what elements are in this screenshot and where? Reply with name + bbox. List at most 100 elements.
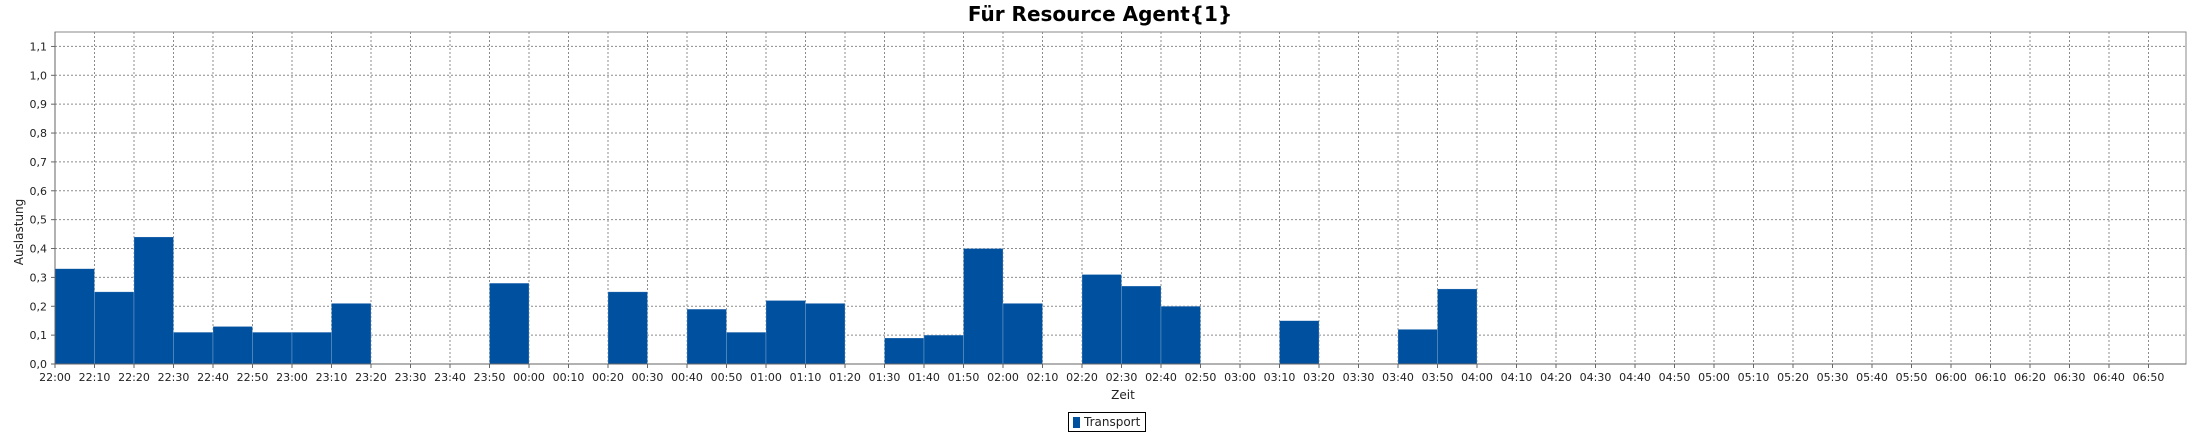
x-tick-label: 02:50	[1185, 371, 1217, 384]
x-tick-label: 04:40	[1619, 371, 1651, 384]
bar	[1437, 288, 1478, 365]
bar	[133, 236, 174, 365]
legend: Transport	[1068, 412, 1147, 432]
x-tick-label: 05:50	[1896, 371, 1928, 384]
x-tick-label: 00:00	[513, 371, 545, 384]
x-tick-label: 06:50	[2133, 371, 2165, 384]
x-tick-label: 03:20	[1303, 371, 1335, 384]
y-tick-label: 0,1	[30, 329, 48, 342]
x-tick-label: 01:20	[829, 371, 861, 384]
x-tick-label: 23:40	[434, 371, 466, 384]
x-tick-label: 03:30	[1343, 371, 1375, 384]
bar	[1279, 320, 1320, 365]
x-tick-label: 00:20	[592, 371, 624, 384]
x-tick-label: 23:00	[276, 371, 308, 384]
y-tick-labels: 0,0 0,1 0,2 0,3 0,4 0,5 0,6 0,7 0,8 0,9 1,0 1,1	[30, 40, 48, 371]
x-tick-label: 03:40	[1382, 371, 1414, 384]
x-tick-label: 05:10	[1738, 371, 1770, 384]
x-tick-label: 22:30	[158, 371, 190, 384]
x-tick-label: 06:40	[2093, 371, 2125, 384]
bar	[173, 331, 214, 365]
bar-series	[54, 236, 1478, 365]
bar	[607, 291, 648, 365]
x-tick-label: 23:20	[355, 371, 387, 384]
x-tick-label: 01:40	[908, 371, 940, 384]
y-tick-label: 1,0	[30, 69, 48, 82]
bar	[1121, 285, 1162, 365]
y-tick-label: 0,7	[30, 156, 48, 169]
bar	[686, 308, 727, 365]
x-tick-label: 04:20	[1540, 371, 1572, 384]
x-tick-label: 22:50	[237, 371, 269, 384]
legend-label: Transport	[1084, 415, 1141, 429]
x-tick-label: 06:00	[1935, 371, 1967, 384]
x-tick-label: 22:00	[39, 371, 71, 384]
bar	[94, 291, 135, 365]
legend-swatch	[1073, 416, 1080, 428]
x-tick-label: 02:20	[1066, 371, 1098, 384]
y-axis-label: Auslastung	[12, 199, 26, 266]
x-tick-label: 01:00	[750, 371, 782, 384]
x-tick-label: 05:30	[1817, 371, 1849, 384]
x-tick-label: 00:30	[632, 371, 664, 384]
x-axis-label: Zeit	[1111, 388, 1135, 402]
y-tick-label: 1,1	[30, 40, 48, 53]
y-tick-label: 0,8	[30, 127, 48, 140]
y-tick-label: 0,0	[30, 358, 48, 371]
x-tick-label: 23:30	[395, 371, 427, 384]
y-tick-label: 0,5	[30, 214, 48, 227]
x-tick-label: 22:20	[118, 371, 150, 384]
x-tick-label: 02:10	[1027, 371, 1059, 384]
x-tick-label: 03:50	[1422, 371, 1454, 384]
x-tick-label: 06:30	[2054, 371, 2086, 384]
x-tick-label: 22:40	[197, 371, 229, 384]
axes	[51, 32, 2186, 368]
x-tick-label: 04:30	[1580, 371, 1612, 384]
chart-title: Für Resource Agent{1}	[967, 2, 1233, 26]
x-tick-label: 05:20	[1777, 371, 1809, 384]
bar	[252, 331, 293, 365]
x-tick-label: 06:10	[1975, 371, 2007, 384]
x-tick-label: 23:50	[474, 371, 506, 384]
bar	[291, 331, 332, 365]
x-tick-label: 03:00	[1224, 371, 1256, 384]
x-tick-label: 02:40	[1145, 371, 1177, 384]
bar	[212, 326, 253, 365]
x-tick-label: 03:10	[1264, 371, 1296, 384]
y-tick-label: 0,2	[30, 300, 48, 313]
bar	[1081, 274, 1122, 365]
x-tick-label: 02:00	[987, 371, 1019, 384]
x-tick-label: 00:50	[711, 371, 743, 384]
x-tick-labels: 22:00 22:10 22:20 22:30 22:40 22:50 23:00 23:10…	[39, 371, 2164, 384]
x-tick-label: 05:00	[1698, 371, 1730, 384]
bar	[923, 334, 964, 365]
x-tick-label: 22:10	[79, 371, 111, 384]
x-tick-label: 01:10	[790, 371, 822, 384]
x-tick-label: 00:40	[671, 371, 703, 384]
x-tick-label: 01:50	[948, 371, 980, 384]
bar	[726, 331, 767, 365]
x-tick-label: 00:10	[553, 371, 585, 384]
y-tick-label: 0,6	[30, 185, 48, 198]
bar	[884, 337, 925, 365]
bar	[489, 282, 530, 365]
bar	[963, 248, 1004, 365]
x-tick-label: 23:10	[316, 371, 348, 384]
x-tick-label: 02:30	[1106, 371, 1138, 384]
x-tick-label: 06:20	[2014, 371, 2046, 384]
x-tick-label: 01:30	[869, 371, 901, 384]
x-tick-label: 04:50	[1659, 371, 1691, 384]
y-tick-label: 0,9	[30, 98, 48, 111]
bar	[54, 268, 95, 365]
x-tick-label: 05:40	[1856, 371, 1888, 384]
bar	[1397, 329, 1438, 365]
x-tick-label: 04:00	[1461, 371, 1493, 384]
y-tick-label: 0,4	[30, 243, 48, 256]
y-tick-label: 0,3	[30, 271, 48, 284]
x-tick-label: 04:10	[1501, 371, 1533, 384]
bar	[1002, 303, 1043, 365]
bar	[331, 303, 372, 365]
bar	[765, 300, 806, 365]
bar	[1160, 305, 1201, 365]
